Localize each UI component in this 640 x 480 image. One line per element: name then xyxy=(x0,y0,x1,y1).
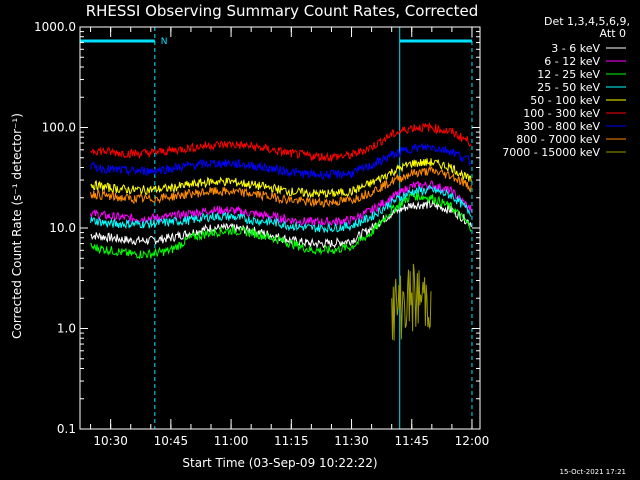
x-axis-label: Start Time (03-Sep-09 10:22:22) xyxy=(182,456,377,470)
legend-label-4: 50 - 100 keV xyxy=(530,94,600,107)
series-800-7000keV-line xyxy=(90,166,472,208)
legend-label-7: 800 - 7000 keV xyxy=(516,133,600,146)
series-path-5 xyxy=(90,122,472,163)
x-tick-label-4: 11:30 xyxy=(334,434,369,448)
x-tick-label-5: 11:45 xyxy=(394,434,429,448)
y-tick-label-3: 100.0 xyxy=(42,121,76,135)
y-tick-label-2: 10.0 xyxy=(49,221,76,235)
y-tick-label-1: 1.0 xyxy=(57,322,76,336)
series-path-8 xyxy=(391,263,432,341)
x-tick-label-0: 10:30 xyxy=(93,434,128,448)
night-marker: N xyxy=(161,37,168,47)
legend-label-5: 100 - 300 keV xyxy=(523,107,600,120)
series-12-25keV-line xyxy=(90,191,472,260)
y-axis-label: Corrected Count Rate (s⁻¹ detector⁻¹) xyxy=(10,113,24,339)
series-path-7 xyxy=(90,166,472,208)
series-path-3 xyxy=(90,184,472,233)
legend-label-6: 300 - 800 keV xyxy=(523,120,600,133)
legend-label-8: 7000 - 15000 keV xyxy=(502,146,600,159)
series-path-6 xyxy=(90,142,472,180)
legend-label-0: 3 - 6 keV xyxy=(551,42,600,55)
series-50-100keV-line xyxy=(90,158,472,199)
series-25-50keV-line xyxy=(90,184,472,233)
chart-title: RHESSI Observing Summary Count Rates, Co… xyxy=(86,2,479,20)
x-tick-label-1: 10:45 xyxy=(154,434,189,448)
x-tick-label-2: 11:00 xyxy=(214,434,249,448)
legend-label-1: 6 - 12 keV xyxy=(544,55,600,68)
series-300-800keV-line xyxy=(90,142,472,180)
plot-area: N 0.1 1.0 10.0 100.0 1000.0 10:30 10:45 11:00 11:… xyxy=(34,20,489,448)
legend-label-3: 25 - 50 keV xyxy=(537,81,600,94)
x-tick-label-6: 12:00 xyxy=(455,434,490,448)
legend-header-line-2: Att 0 xyxy=(600,27,626,40)
series-100-300keV-line xyxy=(90,122,472,163)
timestamp: 15-Oct-2021 17:21 xyxy=(560,468,626,476)
series-7000-15000keV-line xyxy=(391,263,432,341)
y-tick-label-4: 1000.0 xyxy=(34,20,76,34)
series-path-2 xyxy=(90,191,472,260)
x-tick-label-3: 11:15 xyxy=(274,434,309,448)
legend-header-line-1: Det 1,3,4,5,6,9, xyxy=(544,15,630,28)
series-path-4 xyxy=(90,158,472,199)
y-tick-label-0: 0.1 xyxy=(57,422,76,436)
legend-label-2: 12 - 25 keV xyxy=(537,68,600,81)
